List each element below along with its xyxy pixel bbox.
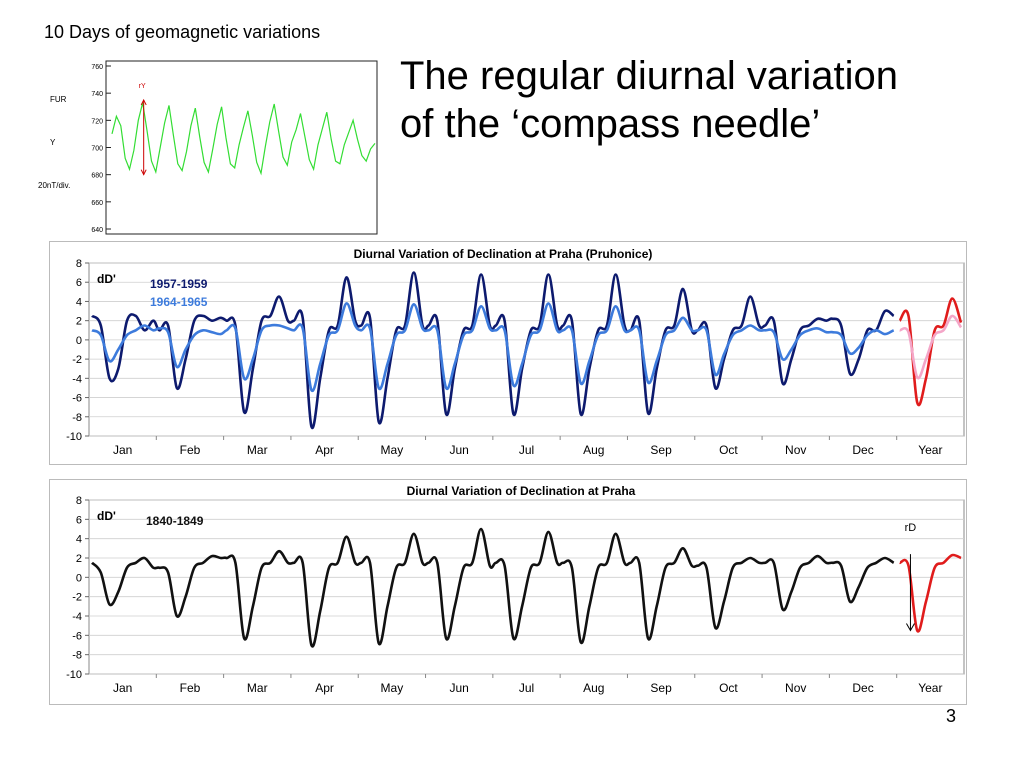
geomagnetic-chart-bg [30, 55, 385, 238]
geomagnetic-chart: 760 740 720 700 680 660 640 FUR Y 20nT/div. rY [30, 55, 385, 238]
y-tick-label: -4 [72, 373, 82, 385]
axis-side-label: 20nT/div. [38, 181, 70, 190]
x-tick-label: Oct [719, 681, 738, 695]
y-tick-label: 4 [76, 534, 82, 546]
x-tick-label: Year [918, 681, 942, 695]
x-tick-label: Feb [180, 443, 201, 457]
y-tick-label: 8 [76, 258, 82, 270]
chart-title: Diurnal Variation of Declination at Prah… [354, 247, 653, 261]
range-arrow-head [906, 623, 915, 632]
y-tick-label: 0 [76, 572, 82, 584]
y-tick-label: 4 [76, 296, 82, 308]
y-tick-label: 640 [91, 227, 103, 234]
declination-chart-pruhonice: Diurnal Variation of Declination at Prah… [49, 241, 967, 465]
small-chart-title: 10 Days of geomagnetic variations [44, 22, 321, 42]
x-tick-label: Dec [852, 681, 873, 695]
legend-entry-0: 1957-1959 [150, 277, 208, 291]
x-tick-label: Nov [785, 681, 806, 695]
x-tick-label: Jun [450, 443, 469, 457]
slide-title: The regular diurnal variation of the ‘co… [400, 52, 898, 148]
y-tick-label: 6 [76, 277, 82, 289]
x-tick-label: Aug [583, 681, 604, 695]
legend-entry-1: 1964-1965 [150, 295, 208, 309]
y-tick-label: 740 [91, 91, 103, 98]
x-tick-label: Sep [650, 443, 672, 457]
x-tick-label: Jan [113, 443, 132, 457]
series-line-0 [91, 527, 895, 648]
y-tick-label: 760 [91, 64, 103, 71]
range-annotation: rD [905, 522, 917, 534]
axis-side-label: Y [50, 138, 56, 147]
y-tick-label: -4 [72, 611, 82, 623]
legend-entry-0: 1840-1849 [146, 514, 204, 528]
x-tick-label: Apr [315, 681, 334, 695]
y-tick-label: 0 [76, 335, 82, 347]
y-tick-label: -6 [72, 630, 82, 642]
x-tick-label: Jul [519, 681, 534, 695]
slide-title-line-2: of the ‘compass needle’ [400, 102, 821, 146]
page-number: 3 [946, 706, 957, 726]
y-tick-label: 700 [91, 146, 103, 153]
y-axis-label: dD' [97, 509, 116, 523]
y-tick-label: 660 [91, 200, 103, 207]
x-tick-label: Feb [180, 681, 201, 695]
x-tick-label: Oct [719, 443, 738, 457]
y-tick-label: 2 [76, 316, 82, 328]
y-tick-label: 680 [91, 173, 103, 180]
green-trace-line [111, 102, 376, 176]
range-arrow-head-bottom [140, 169, 147, 176]
x-tick-label: Mar [247, 681, 268, 695]
chart-title: Diurnal Variation of Declination at Prah… [407, 484, 636, 498]
series-line-1 [91, 302, 895, 393]
y-tick-label: 6 [76, 514, 82, 526]
y-tick-label: -8 [72, 412, 82, 424]
x-tick-label: Mar [247, 443, 268, 457]
year-series-line-0 [899, 553, 962, 633]
y-tick-label: 2 [76, 553, 82, 565]
y-tick-label: -10 [66, 669, 82, 681]
y-tick-label: -8 [72, 650, 82, 662]
y-tick-label: -2 [72, 592, 82, 604]
x-tick-label: Dec [852, 443, 873, 457]
declination-chart-praha: Diurnal Variation of Declination at Prah… [49, 479, 967, 705]
y-tick-label: 8 [76, 495, 82, 507]
x-tick-label: Sep [650, 681, 672, 695]
x-tick-label: Aug [583, 443, 604, 457]
x-tick-label: Jun [450, 681, 469, 695]
year-series-line-1 [899, 314, 963, 380]
y-axis-label: dD' [97, 272, 116, 286]
y-tick-label: -6 [72, 393, 82, 405]
y-tick-label: -10 [66, 431, 82, 443]
y-tick-label: 720 [91, 118, 103, 125]
range-arrow-head-top [140, 98, 147, 106]
y-tick-label: -2 [72, 354, 82, 366]
x-tick-label: May [381, 681, 404, 695]
slide-title-line-1: The regular diurnal variation [400, 54, 899, 98]
x-tick-label: Nov [785, 443, 806, 457]
x-tick-label: May [381, 443, 404, 457]
axis-side-label: FUR [50, 95, 67, 104]
x-tick-label: Jul [519, 443, 534, 457]
range-annotation: rY [139, 83, 146, 90]
year-series-line-0 [898, 297, 963, 407]
x-tick-label: Apr [315, 443, 334, 457]
x-tick-label: Jan [113, 681, 132, 695]
x-tick-label: Year [918, 443, 942, 457]
